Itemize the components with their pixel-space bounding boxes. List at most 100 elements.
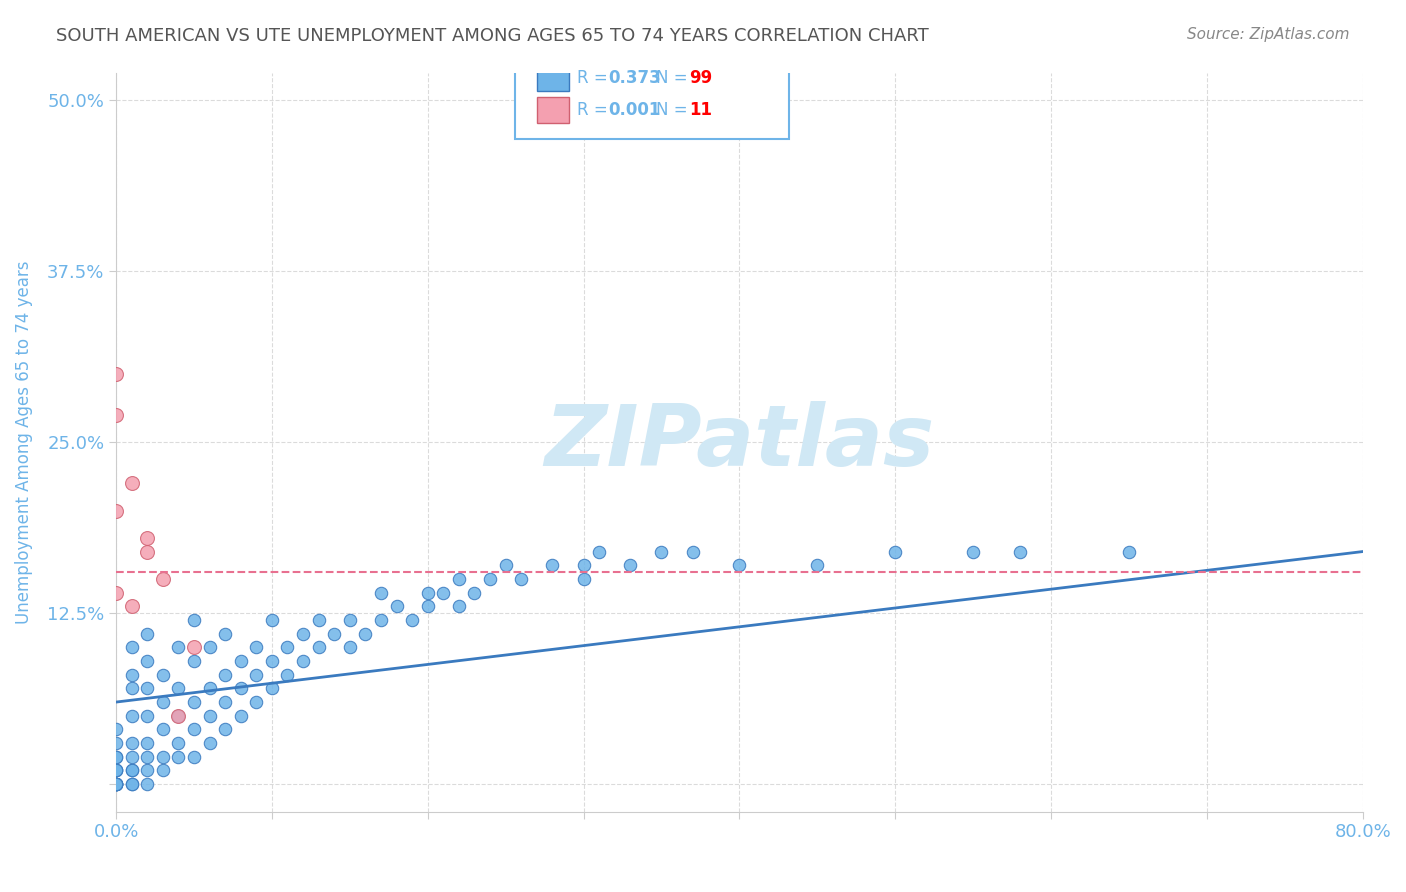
South Americans <box>806 558 828 573</box>
South Americans <box>121 708 143 723</box>
South Americans <box>121 764 143 778</box>
South Americans <box>463 585 485 599</box>
Ute <box>105 367 128 381</box>
South Americans <box>183 749 205 764</box>
Ute <box>121 476 143 491</box>
South Americans <box>229 681 252 696</box>
Text: R =: R = <box>578 101 613 119</box>
South Americans <box>354 626 377 640</box>
South Americans <box>416 599 439 614</box>
South Americans <box>682 544 704 558</box>
South Americans <box>105 777 128 791</box>
South Americans <box>260 654 283 668</box>
South Americans <box>105 749 128 764</box>
South Americans <box>183 695 205 709</box>
South Americans <box>105 764 128 778</box>
South Americans <box>214 695 236 709</box>
Text: N =: N = <box>655 69 693 87</box>
Text: R =: R = <box>578 69 613 87</box>
South Americans <box>214 723 236 737</box>
South Americans <box>121 777 143 791</box>
South Americans <box>370 585 392 599</box>
South Americans <box>260 681 283 696</box>
South Americans <box>214 667 236 681</box>
Ute <box>121 599 143 614</box>
Text: Source: ZipAtlas.com: Source: ZipAtlas.com <box>1187 27 1350 42</box>
South Americans <box>1118 544 1140 558</box>
South Americans <box>121 749 143 764</box>
South Americans <box>588 544 610 558</box>
South Americans <box>198 736 221 750</box>
South Americans <box>105 777 128 791</box>
South Americans <box>105 749 128 764</box>
South Americans <box>447 599 470 614</box>
South Americans <box>105 777 128 791</box>
South Americans <box>136 777 159 791</box>
South Americans <box>167 708 190 723</box>
South Americans <box>136 681 159 696</box>
South Americans <box>370 613 392 627</box>
Text: N =: N = <box>655 101 693 119</box>
South Americans <box>229 654 252 668</box>
Text: 11: 11 <box>689 101 713 119</box>
South Americans <box>121 736 143 750</box>
Ute <box>167 708 190 723</box>
South Americans <box>136 626 159 640</box>
Text: 0.373: 0.373 <box>609 69 661 87</box>
Text: 0.001: 0.001 <box>609 101 661 119</box>
South Americans <box>105 777 128 791</box>
South Americans <box>229 708 252 723</box>
Ute <box>105 408 128 422</box>
Ute <box>152 572 174 586</box>
South Americans <box>183 723 205 737</box>
South Americans <box>152 723 174 737</box>
South Americans <box>884 544 907 558</box>
South Americans <box>339 640 361 655</box>
Bar <box>537 97 568 123</box>
South Americans <box>650 544 672 558</box>
South Americans <box>136 708 159 723</box>
Ute <box>136 531 159 545</box>
Text: 99: 99 <box>689 69 713 87</box>
South Americans <box>136 764 159 778</box>
Ute <box>183 640 205 655</box>
South Americans <box>121 667 143 681</box>
South Americans <box>183 613 205 627</box>
South Americans <box>121 777 143 791</box>
South Americans <box>167 749 190 764</box>
South Americans <box>447 572 470 586</box>
South Americans <box>572 558 595 573</box>
South Americans <box>432 585 454 599</box>
Ute <box>136 544 159 558</box>
South Americans <box>292 626 315 640</box>
South Americans <box>495 558 517 573</box>
South Americans <box>245 640 267 655</box>
South Americans <box>198 708 221 723</box>
South Americans <box>245 667 267 681</box>
Ute <box>105 503 128 517</box>
Ute <box>105 585 128 599</box>
South Americans <box>198 681 221 696</box>
South Americans <box>1008 544 1031 558</box>
Y-axis label: Unemployment Among Ages 65 to 74 years: Unemployment Among Ages 65 to 74 years <box>15 260 32 624</box>
South Americans <box>121 764 143 778</box>
South Americans <box>183 654 205 668</box>
South Americans <box>152 695 174 709</box>
South Americans <box>105 736 128 750</box>
South Americans <box>728 558 751 573</box>
South Americans <box>260 613 283 627</box>
South Americans <box>308 613 330 627</box>
South Americans <box>276 667 298 681</box>
South Americans <box>152 764 174 778</box>
South Americans <box>541 558 564 573</box>
South Americans <box>323 626 346 640</box>
South Americans <box>105 777 128 791</box>
Bar <box>537 65 568 91</box>
South Americans <box>105 764 128 778</box>
South Americans <box>276 640 298 655</box>
South Americans <box>167 681 190 696</box>
South Americans <box>308 640 330 655</box>
South Americans <box>292 654 315 668</box>
South Americans <box>572 572 595 586</box>
South Americans <box>401 613 423 627</box>
